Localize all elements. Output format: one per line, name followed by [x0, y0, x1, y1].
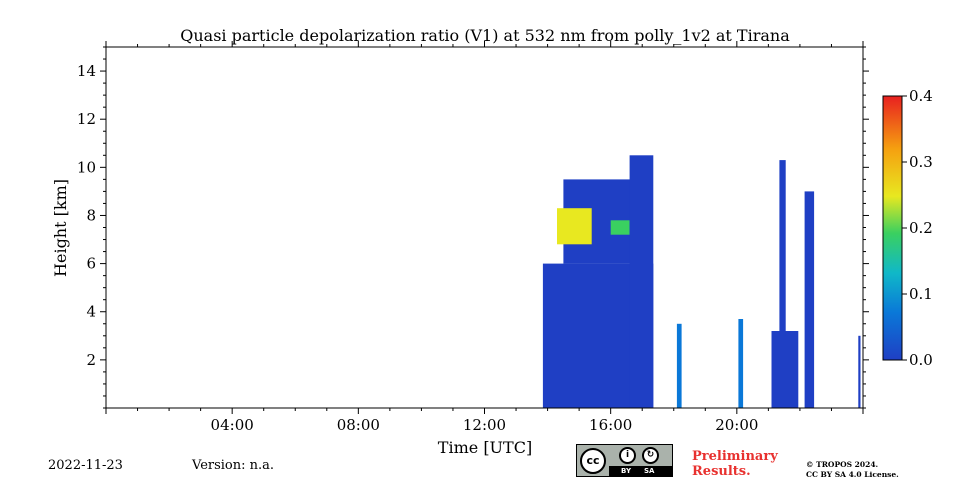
x-tick-label: 04:00 [211, 416, 254, 434]
colorbar-tick-label: 0.1 [909, 285, 933, 303]
copyright-notice: © TROPOS 2024. CC BY SA 4.0 License. [806, 460, 926, 480]
plot-frame [105, 46, 864, 409]
y-tick-label: 14 [77, 62, 96, 80]
y-tick-label: 12 [77, 110, 96, 128]
heatmap-region-col-21h [771, 331, 799, 408]
chart-title: Quasi particle depolarization ratio (V1)… [180, 26, 790, 45]
heatmap-region-col-20h [738, 319, 744, 408]
version-label: Version: n.a. [192, 458, 275, 473]
colorbar-tick-label: 0.2 [909, 219, 933, 237]
colorbar-ticks: 0.0 0.1 0.2 0.3 0.4 [902, 87, 933, 369]
y-axis-label: Height [km] [51, 179, 70, 277]
x-tick-label: 12:00 [463, 416, 506, 434]
cc-strip [609, 466, 672, 476]
copyright-line-1: © TROPOS 2024. [806, 460, 879, 469]
heatmap-region-cirrus-high-depol [557, 208, 592, 245]
y-tick-label: 4 [86, 303, 96, 321]
x-tick-label: 16:00 [589, 416, 632, 434]
y-tick-label: 6 [86, 255, 96, 273]
heatmap-region-col-22h [804, 191, 815, 408]
colorbar-tick-label: 0.0 [909, 351, 933, 369]
cc-sa-label: SA [644, 467, 655, 475]
date-label: 2022-11-23 [48, 458, 123, 473]
x-tick-label: 08:00 [337, 416, 380, 434]
y-tick-label: 10 [77, 158, 96, 176]
copyright-line-2: CC BY SA 4.0 License. [806, 470, 899, 479]
heatmap-region-col-21h-tall [779, 160, 786, 336]
preliminary-results-label: Preliminary Results. [692, 449, 778, 479]
colorbar-tick-label: 0.3 [909, 153, 933, 171]
axis-ticks: 04:00 08:00 12:00 16:00 20:00 2 4 6 8 10 12 14 [77, 41, 869, 434]
y-tick-label: 2 [86, 351, 96, 369]
cc-by-label: BY [621, 467, 632, 475]
cc-license-badge: cc i ↻ BY SA [576, 444, 673, 477]
heatmap-region-col-18h [676, 323, 682, 408]
plot-marks [542, 155, 861, 408]
heatmap-region-col-23h55 [858, 335, 861, 408]
colorbar [882, 95, 903, 361]
x-tick-label: 20:00 [715, 416, 758, 434]
cc-icon: cc [580, 448, 606, 474]
heatmap-region-dense-column-1 [629, 155, 654, 408]
by-icon: i [619, 447, 636, 464]
y-tick-label: 8 [86, 206, 96, 224]
x-axis-label: Time [UTC] [438, 438, 532, 457]
heatmap-region-cirrus-mid-depol [610, 220, 630, 235]
sa-icon: ↻ [642, 447, 659, 464]
colorbar-tick-label: 0.4 [909, 87, 933, 105]
